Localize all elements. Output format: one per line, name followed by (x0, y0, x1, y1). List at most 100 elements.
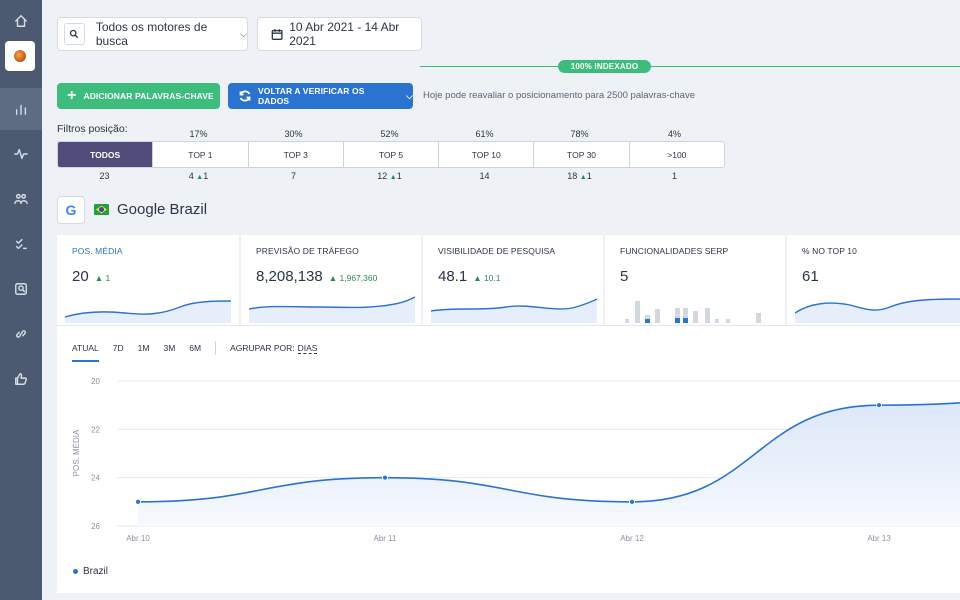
chart-panel: ATUAL 7D 1M 3M 6M AGRUPAR POR: DIAS 20 22 2… (57, 325, 960, 593)
filter-count: 14 (479, 171, 490, 181)
filter-top30[interactable]: TOP 30 (533, 142, 628, 167)
search-icon (64, 23, 85, 45)
data-point[interactable] (876, 402, 882, 409)
filter-pct: 4% (667, 129, 681, 139)
google-logo: G (57, 196, 85, 224)
chart-bar-icon[interactable] (0, 88, 42, 130)
add-keywords-label: ADICIONAR PALAVRAS-CHAVE (83, 91, 214, 101)
period-tabs: ATUAL 7D 1M 3M 6M AGRUPAR POR: DIAS (72, 341, 318, 362)
traffic-sparkline (249, 296, 416, 323)
card-top10-percent[interactable]: % NO TOP 10 61 (787, 235, 960, 325)
data-point[interactable] (629, 498, 635, 505)
filter-top1[interactable]: TOP 1 (152, 142, 247, 167)
card-title: % NO TOP 10 (802, 246, 857, 256)
legend-dot (73, 569, 78, 574)
link-icon[interactable] (0, 313, 42, 355)
card-value: 20 ▲ 1 (72, 268, 111, 285)
chevron-down-icon: ⌵ (406, 90, 414, 101)
card-title: PREVISÃO DE TRÁFEGO (256, 246, 359, 256)
x-tick-label: Abr 13 (867, 534, 891, 543)
card-serp-features[interactable]: FUNCIONALIDADES SERP 5 (605, 235, 785, 325)
calendar-icon (271, 28, 283, 40)
thumbs-up-icon[interactable] (0, 358, 42, 400)
filter-count: 18 ▲1 (567, 171, 592, 181)
card-search-visibility[interactable]: VISIBILIDADE DE PESQUISA 48.1 ▲ 10.1 (423, 235, 603, 325)
search-doc-icon[interactable] (0, 268, 42, 310)
brazil-flag-icon (94, 204, 109, 215)
search-engine-title: Google Brazil (117, 201, 208, 218)
sidebar (0, 0, 42, 600)
top10-sparkline (795, 298, 960, 323)
legend-label: Brazil (83, 566, 109, 577)
add-keywords-button[interactable]: + ADICIONAR PALAVRAS-CHAVE (57, 83, 220, 109)
filter-top10[interactable]: TOP 10 (438, 142, 533, 167)
chart-legend[interactable]: Brazil (73, 566, 108, 577)
card-value: 61 (802, 268, 819, 285)
filter-top3[interactable]: TOP 3 (247, 142, 343, 167)
x-tick-label: Abr 10 (126, 534, 150, 543)
refresh-icon (239, 90, 251, 102)
activity-icon[interactable] (0, 133, 42, 175)
x-tick-label: Abr 12 (620, 534, 644, 543)
tab-6m[interactable]: 6M (189, 343, 202, 353)
index-divider (420, 66, 960, 67)
filter-pct: 30% (284, 129, 303, 139)
avg-position-chart: 20 22 24 26 POS. MÉDIA Abr 10 Abr 11 Abr 12 Ab… (72, 377, 960, 543)
filter-over100[interactable]: >100 (628, 142, 724, 167)
tabs-divider (215, 341, 217, 355)
tab-3m[interactable]: 3M (163, 343, 176, 353)
data-point[interactable] (135, 498, 141, 505)
y-tick-label: 24 (91, 474, 100, 483)
x-tick-label: Abr 11 (374, 534, 398, 543)
card-avg-position[interactable]: POS. MÉDIA 20 ▲ 1 (57, 235, 239, 325)
y-tick-label: 26 (91, 522, 100, 531)
tab-1m[interactable]: 1M (137, 343, 150, 353)
checklist-icon[interactable] (0, 223, 42, 265)
group-by[interactable]: AGRUPAR POR: DIAS (230, 343, 318, 354)
group-by-value[interactable]: DIAS (297, 343, 318, 354)
tab-7d[interactable]: 7D (112, 343, 124, 353)
card-title: FUNCIONALIDADES SERP (620, 246, 729, 256)
recheck-data-label: VOLTAR A VERIFICAR OS DADOS (258, 86, 365, 106)
filter-count: 4 ▲1 (188, 171, 209, 181)
visibility-sparkline (431, 298, 598, 323)
users-icon[interactable] (0, 178, 42, 220)
y-tick-label: 20 (91, 377, 100, 386)
card-value: 8,208,138 ▲ 1,967,360 (256, 268, 378, 285)
metric-cards: POS. MÉDIA 20 ▲ 1 PREVISÃO DE TRÁFEGO 8,2… (57, 235, 960, 325)
recheck-data-button[interactable]: VOLTAR A VERIFICAR OS DADOS ⌵ (228, 83, 413, 109)
position-filter-bar: TODOS TOP 1 TOP 3 TOP 5 TOP 10 TOP 30 >1… (57, 141, 725, 168)
filter-count: 23 (99, 171, 110, 181)
project-avatar[interactable] (5, 41, 35, 71)
position-filters-title: Filtros posição: (57, 123, 128, 135)
y-tick-label: 22 (91, 425, 100, 434)
filter-pct: 78% (570, 129, 589, 139)
card-title: POS. MÉDIA (72, 246, 123, 256)
search-engine-label: Todos os motores de busca (95, 20, 208, 48)
chevron-down-icon: ⌵ (240, 28, 247, 39)
filter-pct: 61% (475, 129, 494, 139)
data-point[interactable] (382, 474, 388, 481)
plus-icon: + (67, 87, 77, 104)
indexed-badge: 100% INDEXADO (558, 60, 651, 73)
filter-count: 1 (671, 171, 677, 181)
card-traffic-forecast[interactable]: PREVISÃO DE TRÁFEGO 8,208,138 ▲ 1,967,360 (241, 235, 421, 325)
card-value: 5 (620, 268, 629, 285)
filter-pct: 17% (189, 129, 208, 139)
date-range-picker[interactable]: 10 Abr 2021 - 14 Abr 2021 (257, 17, 422, 51)
recheck-hint: Hoje pode reavaliar o posicionamento par… (423, 90, 695, 101)
filter-pct: 52% (380, 129, 399, 139)
date-range-label: 10 Abr 2021 - 14 Abr 2021 (289, 20, 400, 48)
y-axis-label: POS. MÉDIA (72, 429, 81, 476)
series-area (138, 402, 960, 526)
filter-count: 12 ▲1 (377, 171, 402, 181)
filter-count: 7 (290, 171, 296, 181)
avg-position-sparkline (65, 300, 232, 323)
serp-features-bars (625, 301, 761, 323)
tab-atual[interactable]: ATUAL (72, 343, 99, 362)
card-value: 48.1 ▲ 10.1 (438, 268, 501, 285)
search-engine-select[interactable]: Todos os motores de busca ⌵ (57, 17, 248, 51)
filter-todos[interactable]: TODOS (58, 142, 153, 167)
filter-top5[interactable]: TOP 5 (342, 142, 438, 167)
home-icon[interactable] (0, 0, 42, 42)
